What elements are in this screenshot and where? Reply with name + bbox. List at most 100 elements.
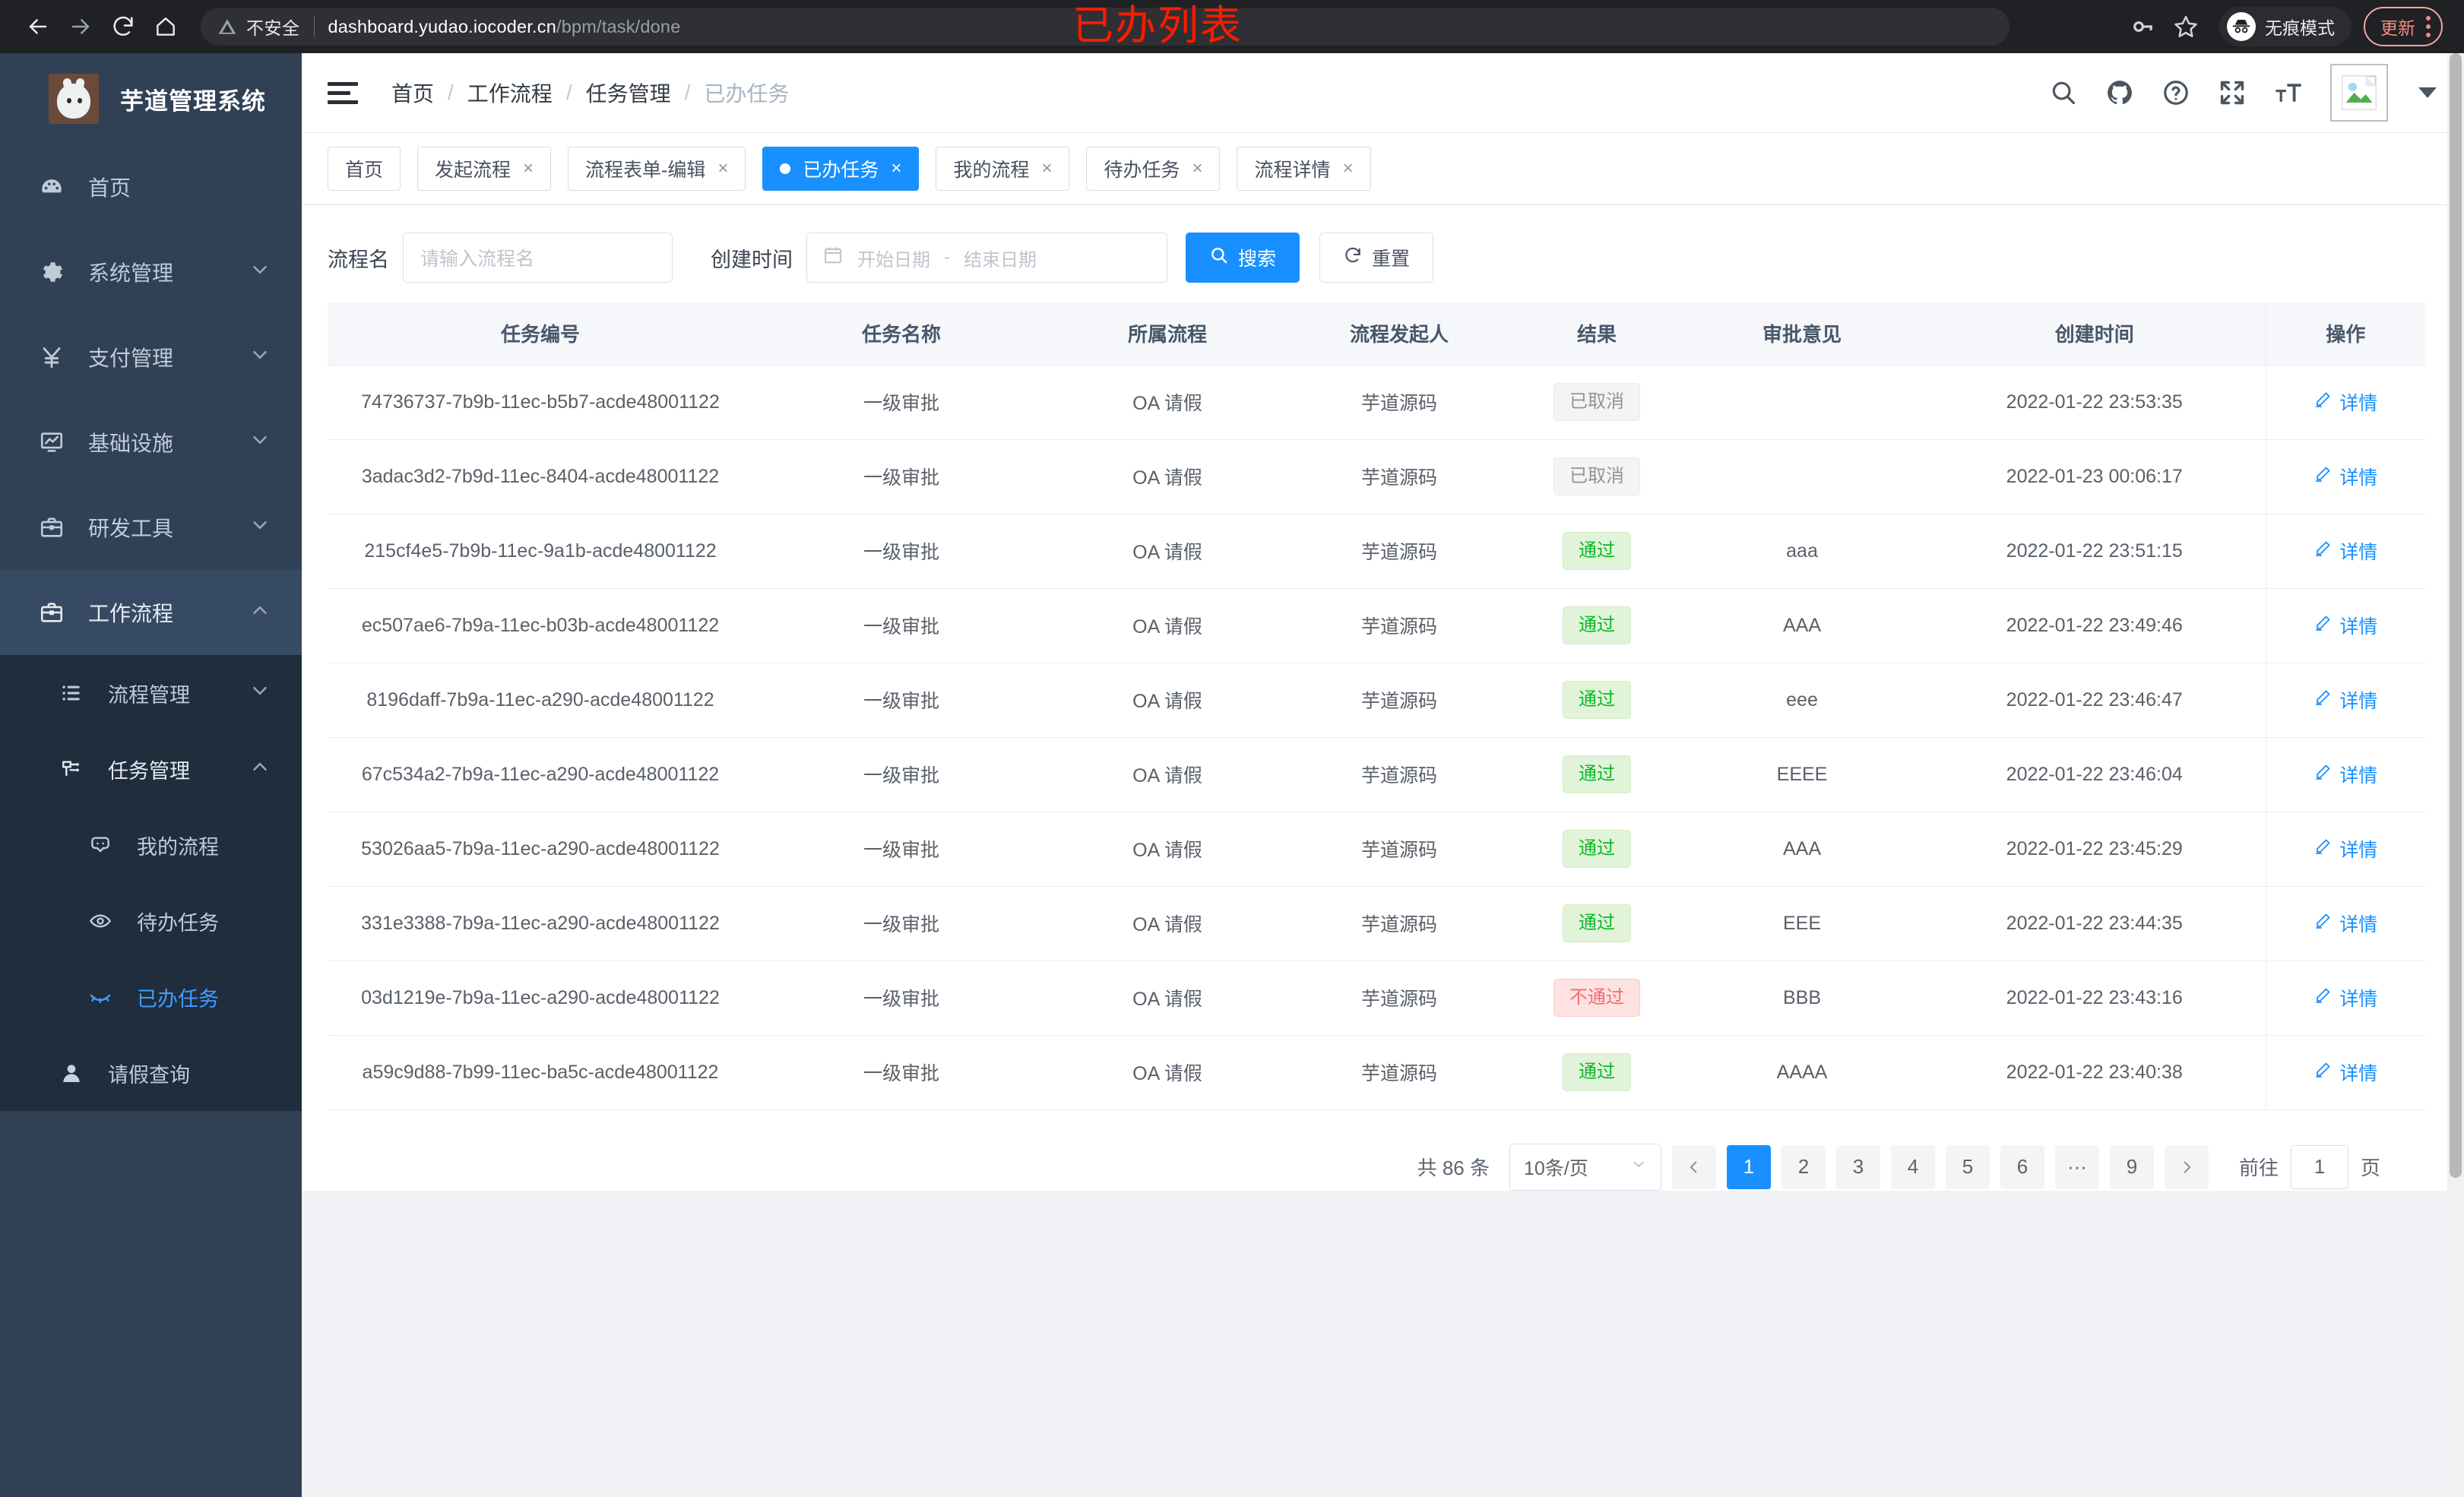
close-icon[interactable]: ×: [1041, 158, 1053, 179]
jump-input[interactable]: 1: [2290, 1144, 2348, 1189]
close-icon[interactable]: ×: [891, 158, 902, 179]
page-size-select[interactable]: 10条/页: [1509, 1143, 1661, 1191]
tab-process-form-edit[interactable]: 流程表单-编辑 ×: [568, 147, 746, 191]
page-button-3[interactable]: 3: [1835, 1144, 1880, 1189]
close-icon[interactable]: ×: [1342, 158, 1354, 179]
scrollbar-thumb[interactable]: [2450, 53, 2462, 1178]
detail-button[interactable]: 详情: [2314, 1059, 2377, 1086]
cell-task-name: 一级审批: [753, 886, 1050, 961]
page-ellipsis[interactable]: ···: [2054, 1144, 2099, 1189]
breadcrumb-item-home[interactable]: 首页: [391, 82, 435, 106]
key-icon[interactable]: [2122, 5, 2165, 48]
close-icon[interactable]: ×: [717, 158, 729, 179]
cell-comment: AAA: [1680, 588, 1924, 663]
panel: 流程名 请输入流程名 创建时间 开始日期 - 结束日期: [302, 205, 2464, 1191]
font-size-icon[interactable]: [2274, 78, 2303, 107]
date-range-picker[interactable]: 开始日期 - 结束日期: [806, 233, 1167, 283]
brand-logo-icon: [49, 74, 99, 124]
detail-button[interactable]: 详情: [2314, 537, 2377, 565]
detail-button[interactable]: 详情: [2314, 910, 2377, 937]
edit-pencil-icon: [2314, 912, 2332, 935]
sidebar-item-home[interactable]: 首页: [0, 144, 302, 229]
update-button[interactable]: 更新: [2364, 7, 2443, 46]
detail-button[interactable]: 详情: [2314, 835, 2377, 862]
page-button-1[interactable]: 1: [1726, 1144, 1771, 1189]
page-scrollbar[interactable]: [2447, 53, 2464, 1497]
search-icon[interactable]: [2049, 78, 2078, 107]
breadcrumb-item-task[interactable]: 任务管理: [585, 82, 671, 106]
page-button-6[interactable]: 6: [2000, 1144, 2044, 1189]
detail-button[interactable]: 详情: [2314, 388, 2377, 416]
tab-todo-task[interactable]: 待办任务 ×: [1086, 147, 1221, 191]
next-page-button[interactable]: [2164, 1144, 2209, 1189]
process-name-input[interactable]: 请输入流程名: [403, 233, 673, 283]
cell-process: OA 请假: [1050, 1035, 1285, 1110]
tab-home[interactable]: 首页: [328, 147, 401, 191]
tab-my-process[interactable]: 我的流程 ×: [936, 147, 1070, 191]
cell-initiator: 芋道源码: [1285, 514, 1513, 589]
tab-done-task[interactable]: 已办任务 ×: [762, 147, 920, 191]
forward-icon[interactable]: [59, 5, 102, 48]
sidebar-item-label: 任务管理: [108, 759, 190, 783]
sidebar-item-task-manage[interactable]: 任务管理: [0, 731, 302, 807]
reload-icon[interactable]: [102, 5, 144, 48]
detail-button[interactable]: 详情: [2314, 984, 2377, 1011]
cell-operation: 详情: [2265, 439, 2425, 514]
page-button-5[interactable]: 5: [1945, 1144, 1990, 1189]
brand[interactable]: 芋道管理系统: [0, 53, 302, 144]
cell-result: 通过: [1513, 588, 1680, 663]
briefcase-icon: [30, 514, 73, 540]
breadcrumb-item-workflow[interactable]: 工作流程: [467, 82, 553, 106]
task-node-icon: [50, 757, 93, 781]
avatar[interactable]: [2330, 64, 2388, 122]
sidebar-item-label: 首页: [88, 176, 131, 200]
caret-down-icon[interactable]: [2418, 87, 2437, 98]
help-circle-icon[interactable]: [2162, 78, 2190, 107]
detail-button[interactable]: 详情: [2314, 761, 2377, 788]
detail-button[interactable]: 详情: [2314, 686, 2377, 714]
sidebar-item-devtools[interactable]: 研发工具: [0, 485, 302, 570]
github-icon[interactable]: [2105, 78, 2134, 107]
status-badge: 已取消: [1553, 383, 1640, 421]
sidebar-item-leave-query[interactable]: 请假查询: [0, 1035, 302, 1111]
page-button-9[interactable]: 9: [2109, 1144, 2154, 1189]
status-badge: 通过: [1563, 830, 1631, 868]
refresh-icon: [1343, 245, 1363, 271]
status-badge: 通过: [1563, 681, 1631, 719]
fullscreen-icon[interactable]: [2218, 78, 2247, 107]
page-button-2[interactable]: 2: [1781, 1144, 1826, 1189]
incognito-indicator[interactable]: 无痕模式: [2219, 7, 2352, 46]
detail-button[interactable]: 详情: [2314, 463, 2377, 490]
cell-process: OA 请假: [1050, 886, 1285, 961]
cell-task-id: ec507ae6-7b9a-11ec-b03b-acde48001122: [328, 588, 753, 663]
hamburger-icon[interactable]: [328, 75, 363, 110]
column-header-operation: 操作: [2265, 302, 2425, 366]
sidebar: 芋道管理系统 首页 系统管理 支付管理 基础设施: [0, 53, 302, 1497]
detail-button[interactable]: 详情: [2314, 612, 2377, 639]
sidebar-item-infrastructure[interactable]: 基础设施: [0, 400, 302, 485]
prev-page-button[interactable]: [1671, 1144, 1716, 1189]
home-icon[interactable]: [144, 5, 187, 48]
page-button-4[interactable]: 4: [1890, 1144, 1935, 1189]
sidebar-item-todo-task[interactable]: 待办任务: [0, 883, 302, 959]
tab-process-detail[interactable]: 流程详情 ×: [1237, 147, 1371, 191]
cell-created: 2022-01-22 23:44:35: [1924, 886, 2266, 961]
search-button[interactable]: 搜索: [1186, 233, 1300, 283]
sidebar-item-workflow[interactable]: 工作流程: [0, 570, 302, 655]
sidebar-item-process-manage[interactable]: 流程管理: [0, 655, 302, 731]
close-icon[interactable]: ×: [1192, 158, 1203, 179]
reset-button[interactable]: 重置: [1319, 233, 1434, 283]
sidebar-item-my-process[interactable]: 我的流程: [0, 807, 302, 883]
bookmark-star-icon[interactable]: [2165, 5, 2207, 48]
sidebar-item-payment[interactable]: 支付管理: [0, 315, 302, 400]
sidebar-item-system[interactable]: 系统管理: [0, 229, 302, 315]
tab-start-process[interactable]: 发起流程 ×: [417, 147, 552, 191]
sidebar-item-label: 系统管理: [88, 261, 174, 285]
close-icon[interactable]: ×: [523, 158, 534, 179]
kebab-menu-icon[interactable]: [2426, 16, 2431, 37]
address-bar[interactable]: 不安全 dashboard.yudao.iocoder.cn/bpm/task/…: [201, 8, 2010, 46]
back-icon[interactable]: [17, 5, 59, 48]
cell-operation: 详情: [2265, 1035, 2425, 1110]
detail-label: 详情: [2339, 765, 2378, 786]
sidebar-item-done-task[interactable]: 已办任务: [0, 959, 302, 1035]
